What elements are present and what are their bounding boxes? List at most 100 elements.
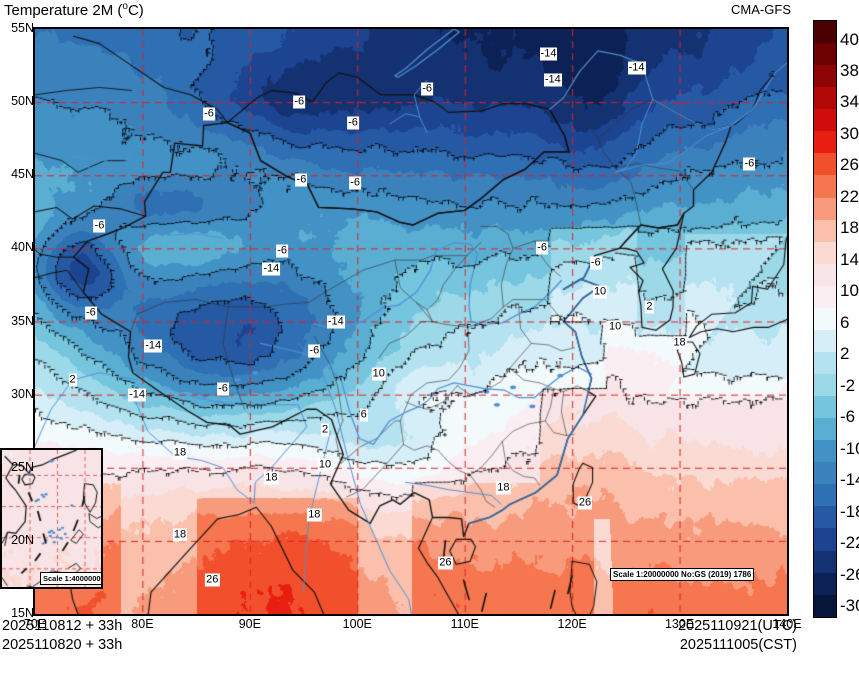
colorbar-tick-26: 26 [840, 155, 859, 175]
lat-tick-40n: 40N [11, 240, 34, 255]
contour-label: -6 [295, 173, 308, 187]
south-china-sea-inset[interactable]: Scale 1:40000000 [0, 448, 103, 589]
contour-label: -6 [84, 306, 97, 320]
colorbar-cell [814, 263, 836, 286]
contour-label: -14 [128, 388, 146, 402]
contour-label: -14 [326, 315, 345, 328]
footer-init-time-utc: 2025110812 + 33h [2, 618, 123, 634]
contour-label: 10 [607, 320, 623, 334]
contour-label: 18 [496, 481, 511, 495]
contour-label: -6 [308, 344, 321, 358]
colorbar-tick-neg18: -18 [840, 501, 859, 521]
contour-label: -14 [539, 47, 558, 61]
contour-label: -6 [276, 244, 288, 258]
colorbar-tick-neg6: -6 [840, 407, 856, 427]
contour-label: 10 [371, 367, 386, 381]
colorbar-cell [814, 65, 836, 88]
colorbar-tick-10: 10 [840, 281, 859, 301]
main-map-scale-label: Scale 1:20000000 No:GS (2019) 1786 [610, 568, 755, 581]
contour-label: -6 [349, 176, 362, 190]
contour-label: -6 [293, 95, 306, 109]
contour-label: -6 [421, 82, 433, 96]
contour-label: -6 [347, 116, 359, 130]
lon-tick-120e: 120E [557, 617, 587, 631]
footer-init-time-cst: 2025110820 + 33h [2, 637, 123, 653]
colorbar-tick-neg2: -2 [840, 375, 856, 395]
footer-valid-time-cst: 2025111005(CST) [679, 637, 797, 653]
colorbar-tick-neg26: -26 [840, 564, 859, 584]
colorbar-cell [814, 462, 836, 485]
colorbar-cell [814, 594, 836, 617]
lat-tick-35n: 35N [11, 313, 34, 328]
colorbar-tick-neg10: -10 [840, 438, 859, 458]
colorbar-tick-2: 2 [840, 344, 850, 364]
colorbar-tick-14: 14 [840, 249, 859, 269]
contour-label: -6 [93, 219, 106, 233]
colorbar-tick-34: 34 [840, 92, 859, 112]
colorbar-cell [814, 484, 836, 507]
lat-tick-15n: 15N [11, 606, 34, 620]
lat-tick-50n: 50N [11, 94, 34, 109]
colorbar-cell [814, 175, 836, 198]
contour-label: 26 [438, 556, 453, 570]
contour-label: -6 [203, 107, 215, 121]
colorbar-tick-30: 30 [840, 123, 859, 143]
lon-tick-140e: 140E [772, 617, 802, 631]
lon-tick-110e: 110E [450, 617, 479, 631]
colorbar-cell [814, 109, 836, 132]
colorbar-tick-38: 38 [840, 60, 859, 80]
contour-label: 26 [205, 573, 220, 587]
contour-label: 26 [577, 496, 593, 510]
colorbar-cell [814, 528, 836, 551]
contour-label: -6 [589, 256, 602, 270]
map-plot-area[interactable] [33, 27, 789, 616]
colorbar-cell [814, 572, 836, 595]
colorbar-tick-6: 6 [840, 312, 850, 332]
colorbar-cell [814, 440, 836, 463]
colorbar-tick-18: 18 [840, 218, 859, 238]
footer-valid-time-utc: 2025110921(UTC) [677, 618, 797, 634]
contour-label: 6 [359, 408, 368, 422]
contour-label: -14 [144, 339, 163, 353]
degree-symbol: o [122, 1, 128, 12]
contour-label: -14 [627, 61, 646, 75]
colorbar-cell [814, 307, 836, 330]
temperature-field-canvas [35, 29, 787, 614]
lon-tick-70e: 70E [23, 617, 47, 631]
contour-label: 18 [264, 471, 279, 485]
colorbar-tick-40: 40 [840, 29, 859, 49]
colorbar-cell [814, 21, 836, 44]
colorbar-cell [814, 285, 836, 308]
colorbar-cell [814, 87, 836, 110]
contour-label: 18 [672, 336, 687, 350]
colorbar-cell [814, 396, 836, 419]
contour-label: 18 [307, 508, 322, 522]
page-title: Temperature 2M (oC) [4, 1, 144, 19]
colorbar-cell [814, 374, 836, 397]
contour-label: 18 [172, 446, 188, 460]
colorbar-tick-neg22: -22 [840, 533, 859, 553]
title-prefix: Temperature 2M ( [4, 2, 123, 19]
contour-label: -14 [262, 262, 281, 276]
inset-map-canvas [2, 450, 101, 587]
contour-label: 10 [592, 285, 608, 299]
contour-label: -14 [543, 73, 562, 87]
lat-tick-25n: 25N [11, 459, 34, 474]
lon-tick-130e: 130E [664, 617, 695, 631]
model-label: CMA-GFS [731, 2, 791, 17]
lat-tick-55n: 55N [11, 21, 34, 35]
contour-label: 10 [317, 458, 333, 472]
lat-tick-45n: 45N [11, 167, 34, 182]
lon-tick-100e: 100E [342, 617, 372, 631]
contour-label: 2 [320, 423, 330, 437]
colorbar-cell [814, 418, 836, 441]
title-suffix: C) [127, 2, 144, 19]
contour-label: 2 [645, 300, 654, 314]
colorbar-cell [814, 329, 836, 352]
colorbar-cell [814, 131, 836, 154]
contour-label: 18 [172, 528, 188, 542]
lat-tick-30n: 30N [11, 386, 34, 401]
colorbar-cell [814, 43, 836, 66]
colorbar[interactable] [813, 20, 837, 618]
colorbar-cell [814, 550, 836, 573]
